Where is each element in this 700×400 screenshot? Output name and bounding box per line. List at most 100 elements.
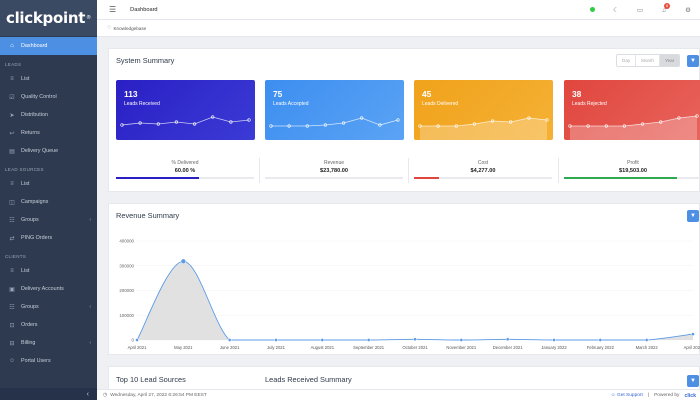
sparkline-point bbox=[360, 116, 364, 120]
moon-icon[interactable]: ☾ bbox=[613, 7, 619, 14]
sidebar-item-label: Dashboard bbox=[21, 43, 48, 49]
bottom-filter-button[interactable]: ▼ bbox=[687, 375, 699, 387]
return-icon: ↩ bbox=[9, 130, 15, 137]
sidebar-item-leads-list[interactable]: ≡ List bbox=[0, 70, 97, 88]
system-summary-title: System Summary bbox=[116, 56, 175, 65]
metric-value: 60.00 % bbox=[174, 168, 196, 174]
sidebar-collapse-button[interactable]: ‹ bbox=[0, 388, 97, 400]
sidebar-item-label: Portal Users bbox=[21, 358, 51, 364]
filter-icon: ▼ bbox=[690, 58, 696, 64]
bell-icon[interactable]: ♫ 8 bbox=[661, 2, 670, 14]
x-tick-label: August 2021 bbox=[311, 345, 335, 350]
cart-icon: ⊡ bbox=[9, 322, 15, 329]
logo[interactable]: clickpoint ® bbox=[0, 0, 97, 36]
leads-received-summary-title: Leads Received Summary bbox=[265, 375, 352, 384]
revenue-filter-button[interactable]: ▼ bbox=[687, 210, 699, 222]
period-day-button[interactable]: Day bbox=[617, 55, 637, 66]
sparkline-point bbox=[695, 114, 699, 118]
data-point bbox=[505, 337, 510, 342]
stat-card-leads-delivered[interactable]: 45 Leads Delivered bbox=[414, 80, 553, 140]
sparkline-point bbox=[138, 121, 142, 125]
stat-value: 113 bbox=[124, 89, 138, 99]
sidebar-section-clients: CLIENTS bbox=[5, 254, 27, 259]
sidebar-item-leads-quality-control[interactable]: ☑ Quality Control bbox=[0, 88, 97, 106]
sparkline-point bbox=[586, 124, 590, 128]
x-tick-label: April 2021 bbox=[128, 345, 148, 350]
metric-progress-fill bbox=[116, 177, 199, 179]
revenue-area bbox=[137, 261, 693, 340]
sparkline-line bbox=[121, 116, 250, 126]
topbar-icons: ☾ ▭ ♫ 8 ⚙ bbox=[580, 0, 700, 20]
revenue-chart: 400000 300000 200000 100000 0 April 2021 May 2… bbox=[119, 239, 700, 351]
top-lead-sources-title: Top 10 Lead Sources bbox=[116, 375, 186, 384]
knowledgebase-link[interactable]: Knowledgebase bbox=[113, 25, 147, 31]
account-icon: ▣ bbox=[9, 286, 15, 293]
sidebar-item-clients-groups[interactable]: ☷ Groups ‹ bbox=[0, 298, 97, 316]
sidebar-item-sources-campaigns[interactable]: ◫ Campaigns bbox=[0, 193, 97, 211]
metric-progress-bar bbox=[564, 177, 700, 179]
sidebar-item-label: Distribution bbox=[21, 112, 48, 118]
groups-icon: ☷ bbox=[9, 217, 15, 224]
metric-progress-bar bbox=[116, 177, 254, 179]
powered-by-brand[interactable]: click bbox=[684, 392, 696, 399]
sparkline-point bbox=[527, 116, 531, 120]
settings-icon[interactable]: ⚙ bbox=[685, 7, 691, 14]
x-tick-label: October 2021 bbox=[402, 345, 428, 350]
sparkline-point bbox=[174, 120, 179, 124]
chevron-left-icon: ‹ bbox=[89, 217, 91, 223]
sidebar-item-clients-orders[interactable]: ⊡ Orders bbox=[0, 316, 97, 334]
metric-label: Profit bbox=[627, 160, 639, 166]
sidebar-item-clients-portal-users[interactable]: ☺ Portal Users bbox=[0, 352, 97, 370]
metric-value: $4,277.00 bbox=[470, 168, 496, 174]
data-point bbox=[644, 338, 649, 342]
stat-label: Leads Rejected bbox=[572, 101, 607, 107]
sidebar-item-clients-billing[interactable]: ⊟ Billing ‹ bbox=[0, 334, 97, 352]
sparkline bbox=[120, 115, 251, 127]
get-support-link[interactable]: ☺ Get Support bbox=[611, 393, 643, 398]
sparkline-point bbox=[622, 124, 627, 128]
metric-divider bbox=[259, 158, 260, 183]
sidebar-item-leads-distribution[interactable]: ➤ Distribution bbox=[0, 106, 97, 124]
x-tick-label: May 2021 bbox=[174, 345, 193, 350]
sparkline-point bbox=[211, 115, 215, 119]
sparkline-point bbox=[509, 120, 513, 124]
sidebar-item-sources-groups[interactable]: ☷ Groups ‹ bbox=[0, 211, 97, 229]
sidebar-item-leads-returns[interactable]: ↩ Returns bbox=[0, 124, 97, 142]
sparkline-point bbox=[659, 120, 663, 124]
list-icon: ≡ bbox=[10, 76, 14, 82]
sparkline-point bbox=[156, 122, 160, 126]
menu-icon[interactable]: ☰ bbox=[109, 5, 117, 14]
x-tick-label: November 2021 bbox=[446, 345, 476, 350]
stat-value: 38 bbox=[572, 89, 582, 99]
metric-progress-bar bbox=[414, 177, 552, 179]
sidebar-item-sources-ping-orders[interactable]: ⇄ PING Orders bbox=[0, 229, 97, 247]
status-datetime: Wednesday, April 27, 2022 6:26:54 PM EES… bbox=[110, 392, 207, 398]
period-month-button[interactable]: Month bbox=[636, 55, 660, 66]
sidebar-item-leads-delivery-queue[interactable]: ▤ Delivery Queue bbox=[0, 142, 97, 160]
sidebar-item-label: List bbox=[21, 268, 30, 274]
list-icon: ≡ bbox=[10, 181, 14, 187]
status-bar: ◷ Wednesday, April 27, 2022 6:26:54 PM E… bbox=[97, 389, 700, 400]
sidebar-item-label: Groups bbox=[21, 304, 39, 310]
bottom-panels: Top 10 Lead Sources Leads Received Summa… bbox=[108, 366, 700, 390]
sidebar-item-label: Billing bbox=[21, 340, 36, 346]
data-point bbox=[459, 338, 464, 342]
stat-card-leads-accepted[interactable]: 75 Leads Accepted bbox=[265, 80, 404, 140]
stat-label: Leads Delivered bbox=[422, 101, 459, 107]
y-tick-label: 0 bbox=[132, 338, 135, 343]
stat-card-leads-rejected[interactable]: 38 Leads Rejected bbox=[564, 80, 700, 140]
sidebar-item-clients-delivery-accounts[interactable]: ▣ Delivery Accounts bbox=[0, 280, 97, 298]
sidebar-item-dashboard[interactable]: ⌂ Dashboard bbox=[0, 37, 97, 55]
sparkline-point bbox=[229, 120, 233, 124]
period-year-button[interactable]: Year bbox=[659, 55, 680, 66]
stat-card-leads-received[interactable]: 113 Leads Received bbox=[116, 80, 255, 140]
filter-button[interactable]: ▼ bbox=[687, 55, 699, 67]
sparkline-line bbox=[420, 117, 548, 127]
sidebar-item-label: Orders bbox=[21, 322, 38, 328]
sidebar-item-clients-list[interactable]: ≡ List bbox=[0, 262, 97, 280]
sidebar-item-sources-list[interactable]: ≡ List bbox=[0, 175, 97, 193]
sidebar-item-label: Delivery Accounts bbox=[21, 286, 64, 292]
status-indicator[interactable] bbox=[580, 6, 604, 14]
sparkline-point bbox=[436, 124, 440, 128]
chat-icon[interactable]: ▭ bbox=[636, 7, 644, 14]
